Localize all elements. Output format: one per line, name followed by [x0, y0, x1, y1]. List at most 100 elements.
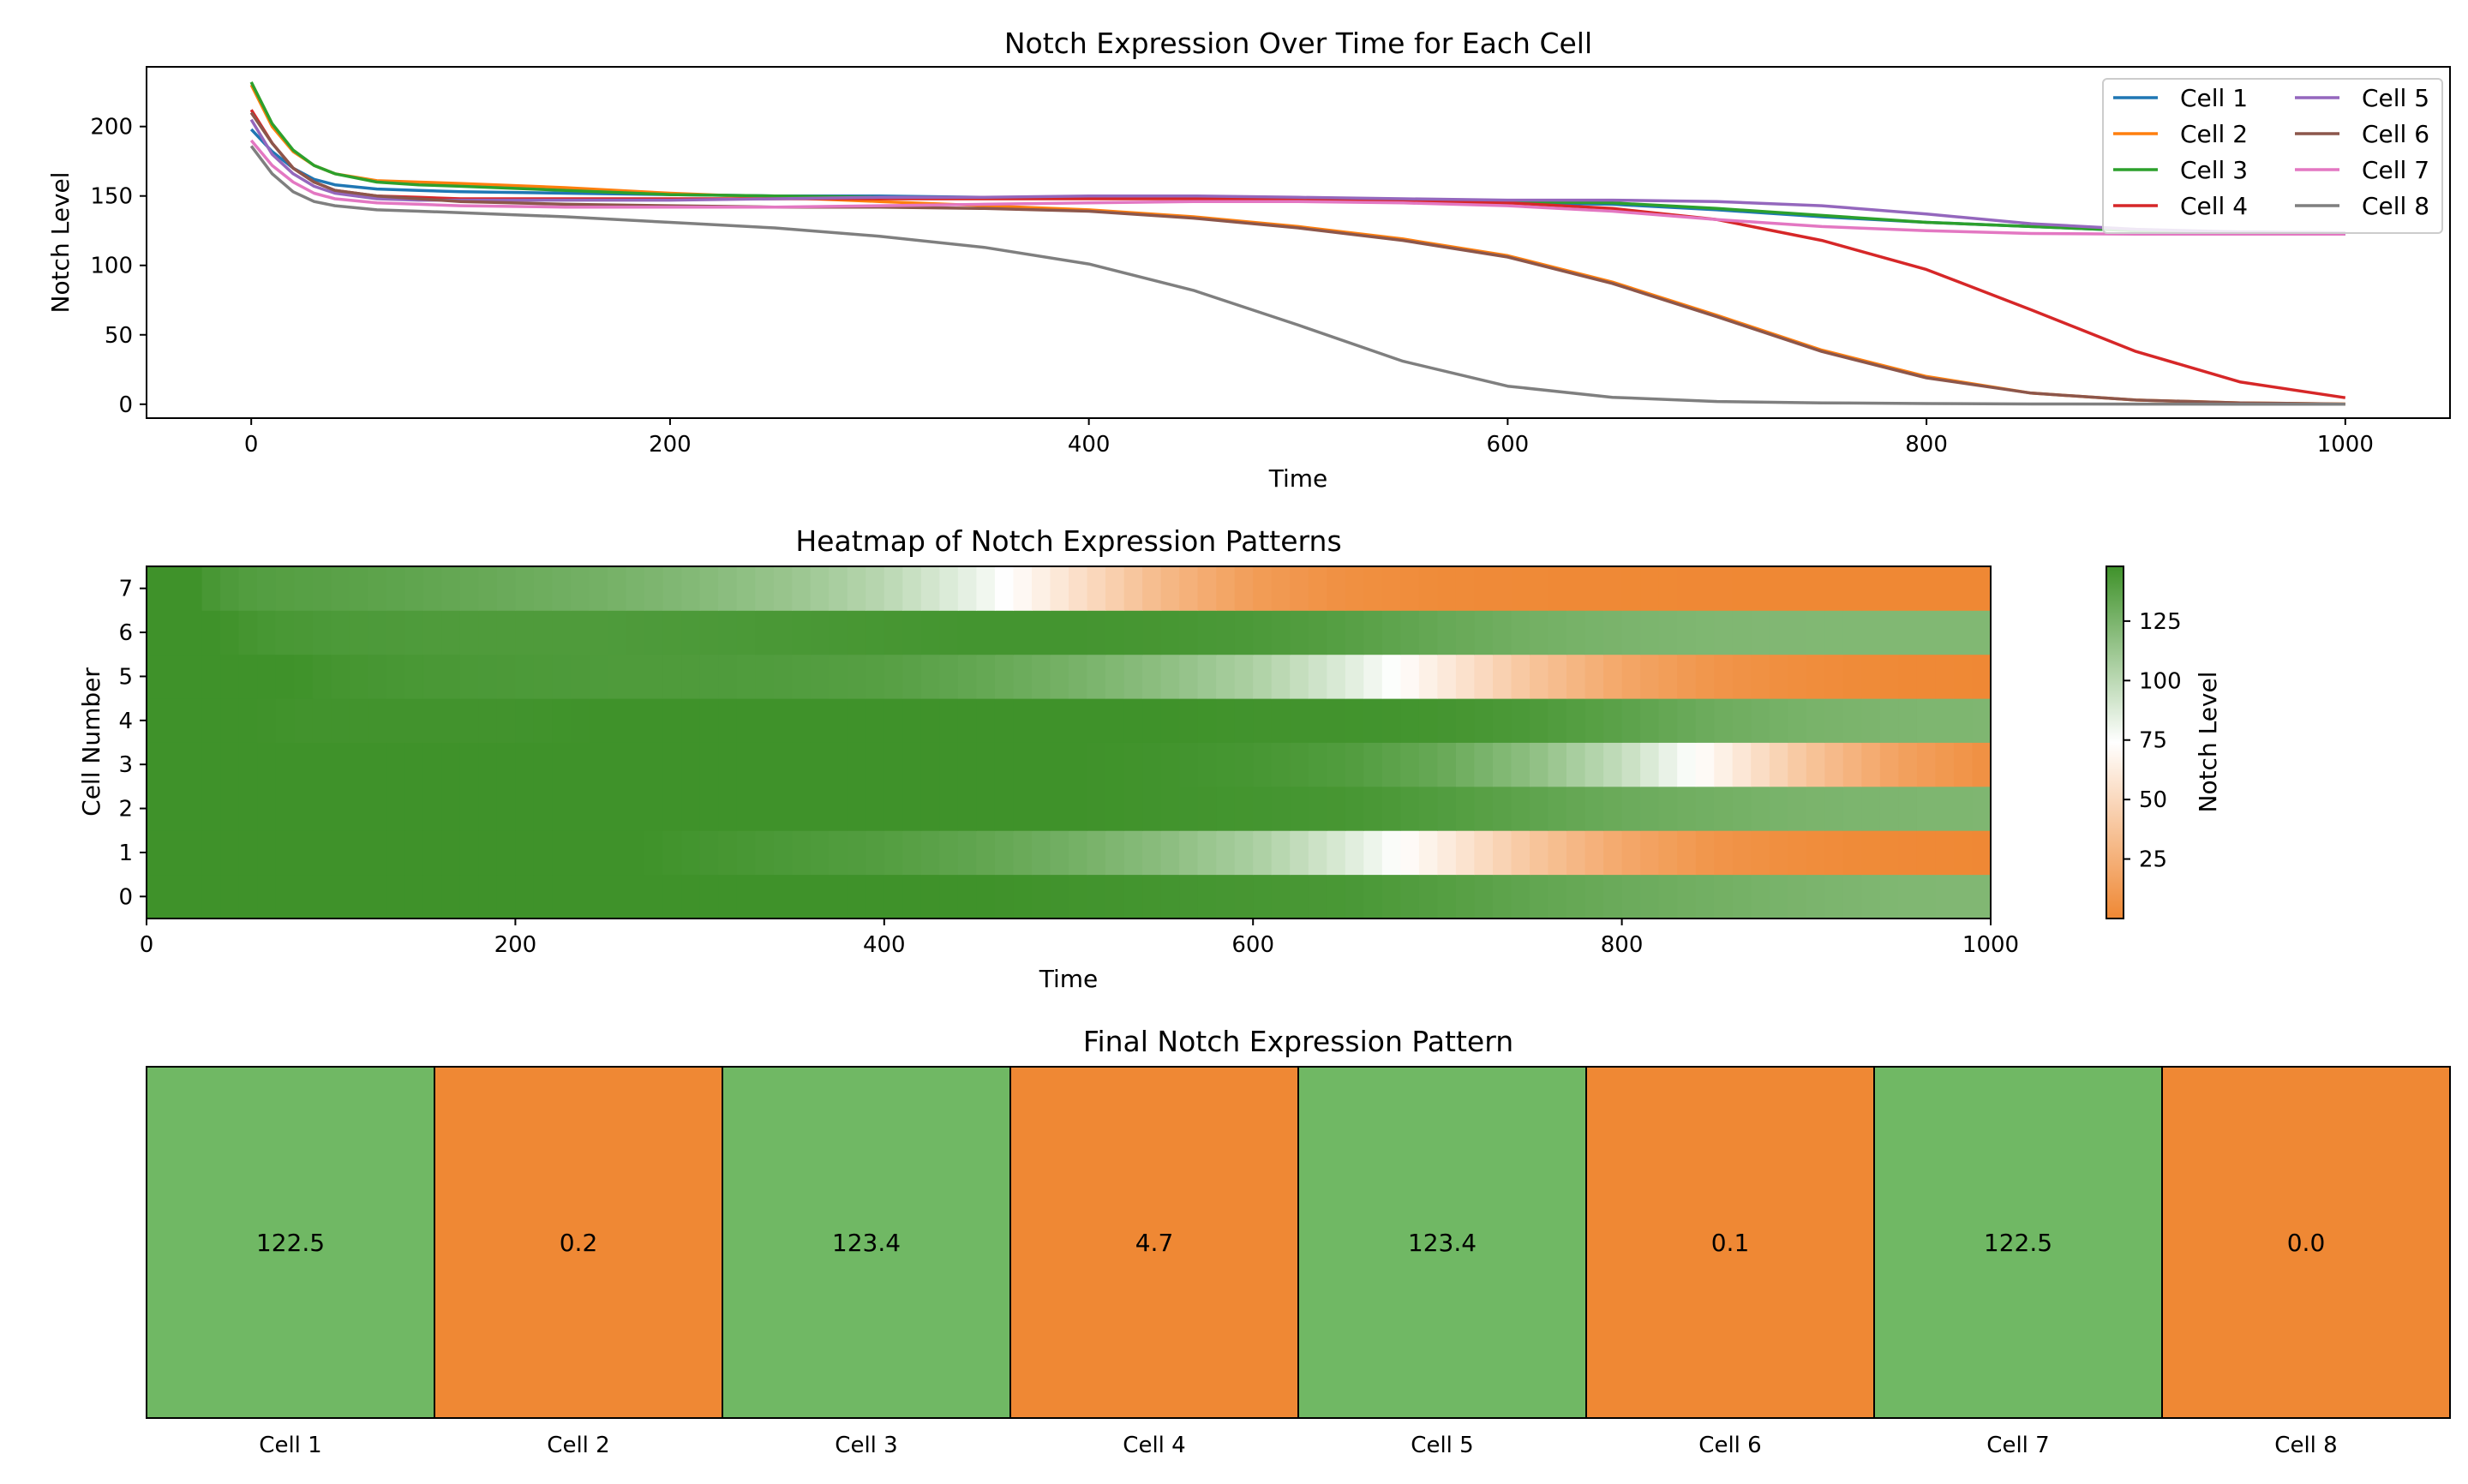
heatmap-cell: [736, 654, 756, 699]
heatmap-cell: [1658, 610, 1678, 655]
heatmap-cell: [1363, 830, 1383, 876]
heatmap-cell: [1584, 830, 1604, 876]
heatmap-cell: [608, 830, 627, 876]
heatmap-cell: [1788, 610, 1807, 655]
line-series-cell-8: [249, 145, 2345, 406]
heatmap-cell: [994, 742, 1014, 787]
heatmap-cell: [1050, 566, 1069, 611]
heatmap-cell: [1584, 610, 1604, 655]
heatmap-cell: [1493, 566, 1513, 611]
heatmap-cell: [1308, 566, 1327, 611]
heatmap-cell: [810, 830, 830, 876]
heatmap-cell: [312, 786, 332, 831]
heatmap-cell: [1879, 566, 1899, 611]
heatmap-cell: [1769, 786, 1788, 831]
heatmap-cell: [238, 742, 258, 787]
heatmap-cell: [1861, 698, 1881, 743]
heatmap-cell: [1474, 698, 1494, 743]
heatmap-cell: [1566, 874, 1586, 919]
heatmap-cell: [608, 698, 627, 743]
heatmap-cell: [1437, 830, 1457, 876]
heatmap-cell: [1493, 698, 1513, 743]
heatmap-cell: [1069, 786, 1088, 831]
heatmap-cell: [792, 610, 812, 655]
heatmap-cell: [201, 742, 221, 787]
heatmap-cell: [147, 610, 166, 655]
heatmap-cell: [1234, 874, 1254, 919]
heatmap-cell: [552, 786, 572, 831]
heatmap-cell: [976, 610, 996, 655]
heatmap-cell: [1714, 874, 1734, 919]
line-chart-ytick-label: 50: [105, 323, 133, 349]
final-cell-value: 0.0: [2287, 1229, 2326, 1257]
heatmap-cell: [275, 786, 295, 831]
heatmap-cell: [608, 610, 627, 655]
heatmap-cell: [884, 874, 903, 919]
heatmap-cell: [183, 698, 203, 743]
heatmap-cell: [349, 786, 368, 831]
heatmap-cell: [1788, 566, 1807, 611]
heatmap-cell: [1879, 874, 1899, 919]
heatmap-cell: [1842, 698, 1862, 743]
heatmap-cell: [847, 742, 866, 787]
heatmap-cell: [608, 742, 627, 787]
heatmap-cell: [957, 610, 977, 655]
heatmap-title: Heatmap of Notch Expression Patterns: [795, 524, 1341, 558]
heatmap-cell: [681, 830, 701, 876]
heatmap-ytick-label: 5: [118, 664, 133, 690]
heatmap-cell: [404, 566, 424, 611]
legend-label-cell-6: Cell 6: [2362, 120, 2429, 148]
heatmap-cell: [1455, 610, 1475, 655]
heatmap-cell: [331, 742, 350, 787]
heatmap-cell: [1455, 698, 1475, 743]
heatmap-cell: [718, 654, 738, 699]
heatmap-cell: [1032, 566, 1051, 611]
heatmap-cell: [736, 566, 756, 611]
heatmap-cell: [1584, 786, 1604, 831]
heatmap-cell: [404, 830, 424, 876]
heatmap-cell: [238, 566, 258, 611]
heatmap-cell: [183, 654, 203, 699]
heatmap-cell: [1806, 874, 1825, 919]
heatmap-cell: [1732, 786, 1752, 831]
heatmap-cell: [496, 566, 516, 611]
heatmap-cell: [1105, 654, 1125, 699]
heatmap-cell: [1916, 610, 1936, 655]
heatmap-cell: [1972, 654, 1992, 699]
heatmap-cell: [294, 610, 314, 655]
heatmap-cell: [368, 830, 387, 876]
heatmap-cell: [1400, 874, 1420, 919]
heatmap-cell: [1142, 654, 1162, 699]
heatmap-xtick-label: 400: [863, 932, 906, 958]
heatmap-cell: [994, 566, 1014, 611]
heatmap-cell: [404, 786, 424, 831]
heatmap-cell: [1013, 742, 1033, 787]
heatmap-cell: [1879, 830, 1899, 876]
heatmap-cell: [1677, 698, 1697, 743]
heatmap-cell: [1123, 742, 1143, 787]
heatmap-cell: [829, 566, 848, 611]
heatmap-cell: [1548, 610, 1567, 655]
heatmap-cell: [165, 742, 184, 787]
heatmap-cell: [884, 786, 903, 831]
heatmap-cell: [349, 698, 368, 743]
heatmap-cell: [1234, 610, 1254, 655]
heatmap-cell: [571, 610, 590, 655]
heatmap-cell: [1179, 698, 1199, 743]
heatmap-cell: [496, 830, 516, 876]
heatmap-cell: [994, 610, 1014, 655]
heatmap-cell: [1474, 610, 1494, 655]
heatmap-cell: [1087, 566, 1106, 611]
heatmap-cell: [368, 566, 387, 611]
heatmap-cell: [1290, 654, 1309, 699]
heatmap-cell: [1566, 698, 1586, 743]
heatmap-cell: [1677, 742, 1697, 787]
heatmap-cell: [1474, 786, 1494, 831]
heatmap-cell: [294, 742, 314, 787]
heatmap-cell: [1769, 742, 1788, 787]
heatmap-cell: [571, 698, 590, 743]
heatmap-cell: [1437, 566, 1457, 611]
final-cell-value: 0.1: [1711, 1229, 1750, 1257]
heatmap-cell: [1677, 610, 1697, 655]
